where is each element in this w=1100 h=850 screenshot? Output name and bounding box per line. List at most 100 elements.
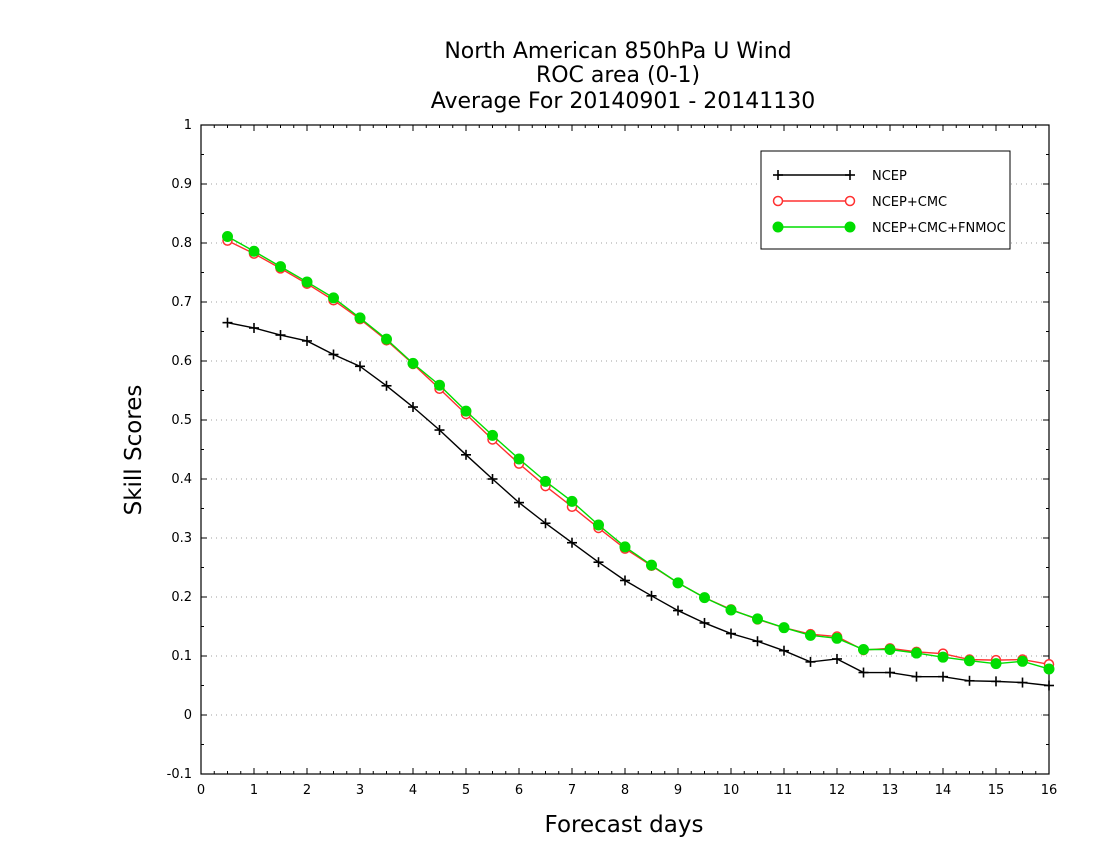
x-tick-label: 15: [988, 783, 1005, 798]
data-point: [355, 361, 365, 372]
y-tick-label: 0.6: [171, 354, 192, 369]
x-tick-label: 12: [829, 783, 846, 798]
y-tick-label: 1: [184, 118, 192, 133]
legend-marker: [772, 195, 784, 207]
data-point: [699, 592, 710, 604]
y-tick-label: 0.9: [171, 177, 192, 192]
x-tick-label: 14: [935, 783, 952, 798]
legend-marker: [772, 221, 784, 233]
data-point: [646, 559, 657, 571]
y-tick-label: 0.5: [171, 413, 192, 428]
data-point: [275, 330, 286, 341]
x-tick-label: 7: [568, 783, 576, 798]
y-tick-label: 0.3: [171, 531, 192, 546]
data-point: [222, 317, 233, 328]
x-tick-label: 5: [462, 783, 470, 798]
data-point: [778, 622, 790, 634]
data-point: [1017, 677, 1028, 688]
y-tick-label: 0.1: [171, 649, 192, 664]
x-tick-label: 6: [515, 783, 523, 798]
legend-label: NCEP: [872, 169, 907, 184]
data-point: [885, 667, 895, 678]
legend-box: [760, 150, 1011, 250]
data-point: [911, 671, 922, 682]
data-point: [540, 518, 551, 529]
series-ncep-cmc-fnmoc: [222, 231, 1055, 675]
data-point: [964, 675, 975, 686]
data-point: [831, 632, 843, 644]
x-tick-label: 16: [1041, 783, 1058, 798]
data-point: [354, 312, 366, 324]
data-point: [752, 613, 763, 625]
data-point: [646, 590, 657, 601]
x-tick-label: 3: [356, 783, 364, 798]
legend-item: NCEP: [773, 169, 907, 184]
data-point: [275, 261, 286, 273]
data-point: [937, 651, 949, 663]
legend-item: NCEP+CMC: [772, 195, 947, 210]
series-ncep-cmc: [222, 235, 1055, 670]
x-axis-ticks: 0 1 2 3 4 5 6 7 8 9 10 11 12 13 14 15 16: [197, 125, 1057, 798]
data-point: [805, 629, 816, 641]
data-point: [487, 474, 498, 484]
data-point: [673, 605, 683, 616]
title-line-2: ROC area (0-1): [536, 63, 700, 88]
data-point: [301, 276, 313, 288]
y-axis-ticks: -0.1 0 0.1 0.2 0.3 0.4 0.5 0.6 0.7 0.8 0.9 1: [167, 118, 1049, 782]
legend-item: NCEP+CMC+FNMOC: [772, 221, 1006, 236]
legend-marker: [844, 195, 856, 207]
y-tick-label: 0.2: [171, 590, 192, 605]
x-tick-label: 11: [776, 783, 793, 798]
data-point: [302, 335, 312, 346]
series-line: [227, 321, 1050, 687]
legend-label: NCEP+CMC+FNMOC: [872, 221, 1006, 236]
data-series: [222, 231, 1055, 691]
legend-label: NCEP+CMC: [872, 195, 947, 210]
legend-marker: [773, 170, 783, 180]
data-point: [540, 475, 551, 487]
data-point: [248, 245, 260, 257]
legend: NCEP NCEP+CMC NCEP+CMC+FNMOC: [760, 150, 1011, 250]
x-tick-label: 13: [882, 783, 899, 798]
data-point: [381, 333, 392, 345]
x-tick-label: 2: [303, 783, 311, 798]
data-point: [328, 292, 339, 304]
x-tick-label: 8: [621, 783, 629, 798]
data-point: [407, 357, 419, 369]
data-point: [752, 636, 763, 647]
legend-marker: [844, 221, 856, 233]
chart-title: North American 850hPa U Wind ROC area (0…: [431, 39, 816, 114]
title-line-3: Average For 20140901 - 20141130: [431, 89, 816, 114]
data-point: [487, 429, 498, 441]
y-tick-label: 0: [184, 708, 192, 723]
data-point: [1043, 663, 1055, 675]
data-point: [222, 231, 233, 243]
data-point: [513, 453, 525, 465]
y-tick-label: -0.1: [167, 767, 192, 782]
series-ncep: [222, 317, 1054, 691]
data-point: [990, 658, 1002, 670]
data-point: [991, 676, 1001, 687]
data-point: [1044, 680, 1054, 691]
data-point: [805, 656, 816, 667]
y-axis-label: Skill Scores: [121, 385, 147, 516]
data-point: [619, 541, 631, 553]
data-point: [593, 557, 604, 568]
data-point: [567, 537, 577, 548]
x-tick-label: 1: [250, 783, 258, 798]
data-point: [672, 577, 684, 589]
data-point: [460, 405, 472, 417]
legend-marker: [845, 170, 855, 180]
x-tick-label: 4: [409, 783, 417, 798]
series-line: [227, 235, 1050, 670]
y-tick-label: 0.4: [171, 472, 192, 487]
title-line-1: North American 850hPa U Wind: [444, 39, 791, 64]
data-point: [461, 449, 471, 460]
grid-lines: [201, 183, 1049, 716]
data-point: [593, 519, 604, 531]
data-point: [725, 604, 737, 616]
data-point: [964, 655, 975, 667]
x-tick-label: 0: [197, 783, 205, 798]
data-point: [726, 628, 736, 639]
data-point: [779, 645, 789, 656]
